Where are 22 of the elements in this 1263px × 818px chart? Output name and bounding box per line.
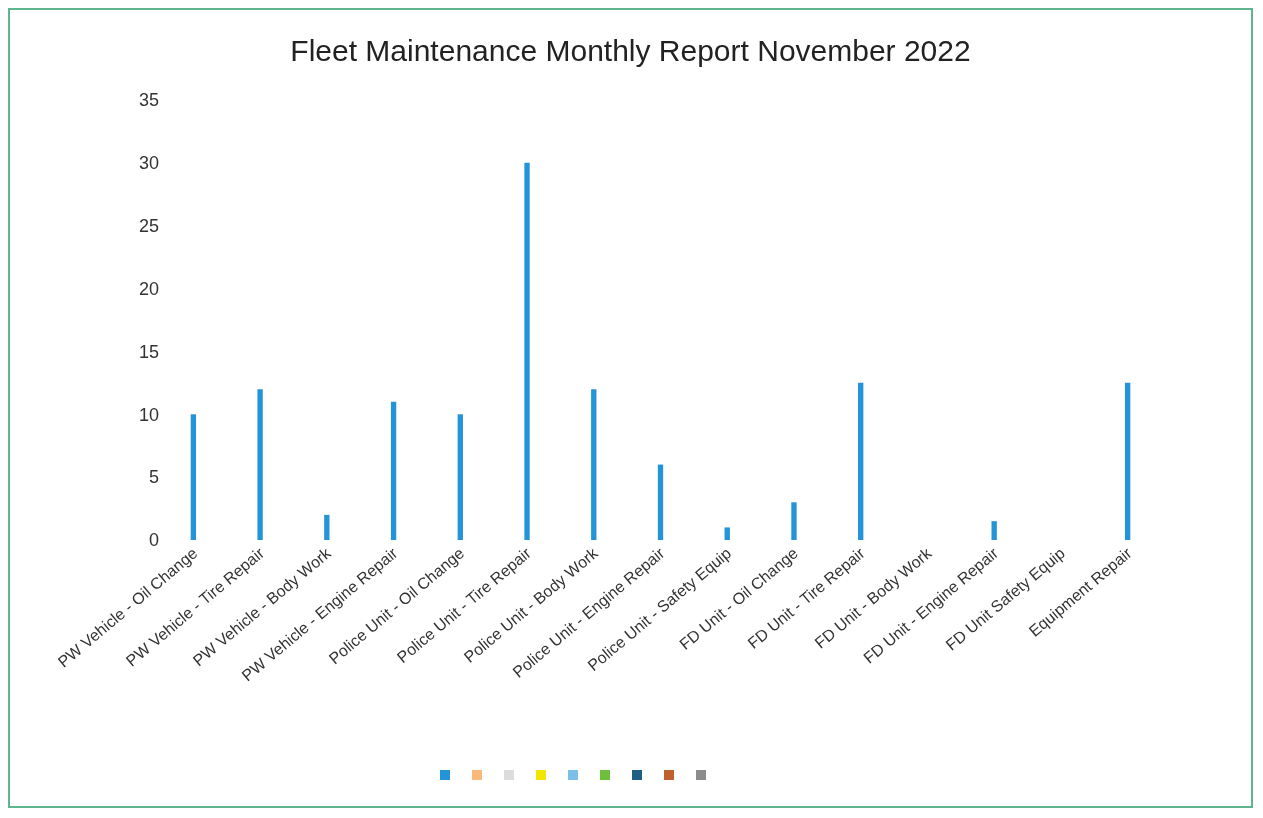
bar <box>524 162 530 540</box>
y-tick-label: 10 <box>138 404 159 425</box>
bar <box>591 389 597 540</box>
bar <box>791 502 797 540</box>
bar <box>190 414 197 540</box>
bar <box>657 464 664 540</box>
y-tick-label: 15 <box>138 341 159 362</box>
y-tick-label: 5 <box>148 467 159 488</box>
bar <box>457 414 463 540</box>
bar <box>991 521 997 540</box>
y-tick-label: 25 <box>138 216 159 237</box>
chart-title: Fleet Maintenance Monthly Report November 2022 <box>290 34 971 68</box>
bar <box>390 401 397 540</box>
y-tick-label: 20 <box>138 278 159 299</box>
bar <box>324 514 330 540</box>
bar <box>858 382 864 540</box>
bar <box>724 527 730 540</box>
y-tick-label: 0 <box>148 530 159 551</box>
y-tick-label: 30 <box>138 153 159 174</box>
bar <box>257 389 263 540</box>
bar <box>1124 382 1131 540</box>
y-tick-label: 35 <box>138 90 159 111</box>
